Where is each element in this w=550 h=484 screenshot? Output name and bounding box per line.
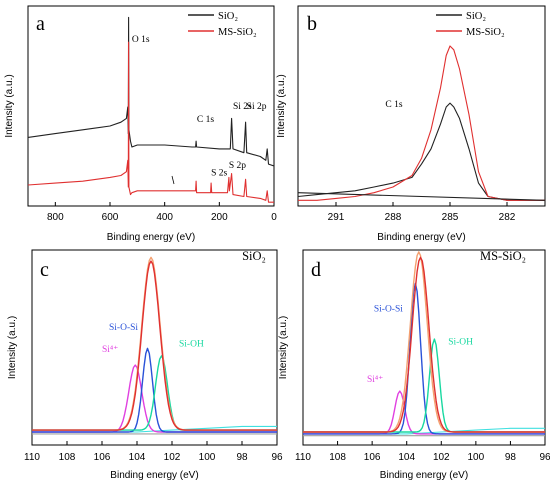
series-line-6 bbox=[32, 260, 277, 431]
annotation: S 2p bbox=[229, 161, 246, 171]
plot-frame bbox=[302, 249, 546, 446]
plot-frame bbox=[297, 5, 546, 207]
y-axis-label: Intensity (a.u.) bbox=[276, 74, 287, 137]
x-tick-label: 96 bbox=[271, 452, 283, 463]
annotation-arrow bbox=[171, 175, 175, 185]
y-axis-label: Intensity (a.u.) bbox=[4, 74, 15, 137]
series-line-5 bbox=[303, 251, 545, 433]
x-tick-label: 104 bbox=[129, 452, 146, 463]
series-line-6 bbox=[303, 256, 545, 433]
series-group bbox=[28, 16, 274, 203]
x-tick-label: 400 bbox=[156, 212, 173, 223]
panel-c: 110 108 106 104 102 100 98 96 Binding energy (eV… bbox=[7, 249, 283, 481]
annotation: Si-O-Si bbox=[374, 304, 403, 314]
annotation: Si 2s bbox=[233, 102, 252, 112]
series-group bbox=[303, 251, 545, 437]
annotation: O 1s bbox=[132, 35, 150, 45]
annotation: Si-OH bbox=[448, 338, 473, 348]
annotation: Si-OH bbox=[179, 340, 204, 350]
series-line-0 bbox=[298, 102, 545, 201]
x-tick-label: 291 bbox=[328, 212, 345, 223]
series-line-3 bbox=[32, 347, 277, 433]
x-tick-label: 800 bbox=[47, 212, 64, 223]
legend-entry: SiO₂ bbox=[466, 11, 486, 22]
x-tick-label: 0 bbox=[271, 212, 277, 223]
series-line-3 bbox=[303, 282, 545, 435]
x-axis-label: Binding energy (eV) bbox=[110, 470, 198, 481]
panel-label: d bbox=[311, 259, 321, 281]
annotation: Si 2p bbox=[247, 102, 267, 112]
x-tick-label: 282 bbox=[499, 212, 516, 223]
series-line-1 bbox=[28, 41, 274, 203]
x-tick-label: 110 bbox=[295, 452, 311, 463]
x-tick-label: 108 bbox=[329, 452, 346, 463]
panel-label: b bbox=[307, 13, 317, 35]
series-line-1 bbox=[303, 427, 545, 435]
panel-label: c bbox=[40, 259, 49, 281]
x-axis-label: Binding energy (eV) bbox=[107, 232, 195, 243]
panel-d: 110 108 106 104 102 100 98 96 Binding energy (eV… bbox=[278, 249, 550, 481]
x-tick-label: 108 bbox=[59, 452, 76, 463]
plot-frame bbox=[31, 249, 278, 446]
x-axis-label: Binding energy (eV) bbox=[377, 232, 465, 243]
annotation: Si⁴⁺ bbox=[367, 375, 383, 385]
annotation: Si⁴⁺ bbox=[102, 345, 118, 355]
series-group bbox=[32, 256, 277, 435]
annotation: Si-O-Si bbox=[109, 323, 138, 333]
annotation: C 1s bbox=[197, 115, 214, 125]
x-tick-label: 106 bbox=[364, 452, 381, 463]
panel-a: 800 600 400 200 0 Binding energy (eV) Intensit… bbox=[4, 5, 277, 243]
y-axis-label: Intensity (a.u.) bbox=[7, 316, 18, 379]
x-axis-label: Binding energy (eV) bbox=[380, 470, 468, 481]
panel-title: MS-SiO₂ bbox=[480, 249, 526, 263]
x-tick-label: 100 bbox=[468, 452, 485, 463]
series-line-1 bbox=[298, 45, 545, 201]
x-tick-label: 98 bbox=[505, 452, 517, 463]
x-tick-label: 106 bbox=[94, 452, 111, 463]
legend-entry: MS-SiO₂ bbox=[218, 27, 257, 38]
annotation: C 1s bbox=[385, 100, 402, 110]
x-tick-label: 104 bbox=[398, 452, 415, 463]
panel-label: a bbox=[36, 13, 45, 35]
x-tick-label: 600 bbox=[102, 212, 119, 223]
series-line-2 bbox=[298, 192, 545, 201]
x-tick-label: 98 bbox=[236, 452, 248, 463]
x-tick-label: 96 bbox=[539, 452, 550, 463]
x-tick-label: 200 bbox=[211, 212, 228, 223]
series-group bbox=[298, 45, 545, 201]
x-tick-label: 102 bbox=[433, 452, 450, 463]
panel-title: SiO₂ bbox=[242, 249, 266, 263]
x-tick-label: 285 bbox=[442, 212, 459, 223]
series-line-4 bbox=[32, 355, 277, 431]
x-tick-label: 100 bbox=[199, 452, 216, 463]
panel-b: 291 288 285 282 Binding energy (eV) Intensity… bbox=[276, 5, 546, 243]
x-tick-label: 110 bbox=[24, 452, 40, 463]
legend-entry: MS-SiO₂ bbox=[466, 27, 505, 38]
annotation: S 2s bbox=[211, 169, 227, 179]
plot-frame bbox=[27, 5, 275, 207]
y-axis-label: Intensity (a.u.) bbox=[278, 316, 289, 379]
x-tick-label: 102 bbox=[164, 452, 181, 463]
legend-entry: SiO₂ bbox=[218, 11, 238, 22]
series-line-0 bbox=[28, 16, 274, 167]
x-tick-label: 288 bbox=[385, 212, 402, 223]
